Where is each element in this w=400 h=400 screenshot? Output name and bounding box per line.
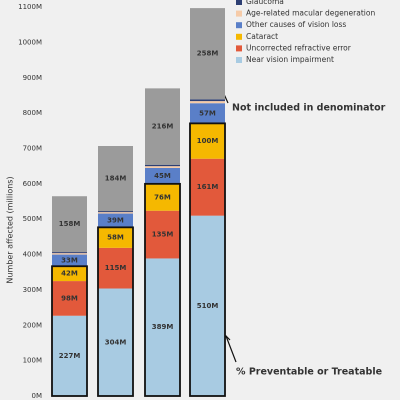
value-label: 58M [107,234,124,242]
value-label: 135M [152,231,174,239]
value-label: 216M [152,123,174,131]
legend-swatch [236,33,242,40]
legend-label: Near vision impairment [246,55,334,64]
annotation-arrow [225,335,237,363]
y-axis-title: Number affected (millions) [6,176,15,283]
bar-segment [98,247,133,289]
bar-segment [98,227,133,248]
y-tick-label: 1100M [18,3,42,11]
value-label: 100M [197,137,219,145]
bar-segment [190,123,225,159]
legend-swatch [236,10,242,17]
y-tick-label: 200M [23,321,42,329]
bar-segment [145,167,180,184]
y-tick-label: 500M [23,215,42,223]
bar-segment [98,146,133,212]
value-label: 161M [197,183,219,191]
bar-segment [52,281,87,316]
bar-segment [98,213,133,228]
value-label: 227M [59,352,81,360]
legend-label: Glaucoma [246,0,284,6]
legend-swatch [236,22,242,29]
value-label: 158M [59,220,81,228]
bar-segment [190,215,225,396]
legend-swatch [236,0,242,5]
bar-segment [145,210,180,259]
value-label: 42M [61,270,78,278]
bar-segment [98,211,133,213]
legend-swatch [236,57,242,63]
legend-label: Other causes of vision loss [246,20,346,29]
denominator-outline [51,265,88,397]
annotation: Not included in denominator [232,103,386,114]
value-label: 76M [154,193,171,201]
y-tick-label: 400M [23,251,42,259]
y-tick-label: 900M [23,74,42,82]
bar-segment [190,103,225,124]
bar-segment [190,101,225,104]
bar-segment [52,196,87,253]
value-label: 184M [105,175,127,183]
legend-swatch [236,45,242,52]
y-tick-label: 0M [32,392,43,400]
y-tick-label: 300M [23,286,42,294]
bar-segment [52,266,87,282]
value-label: 33M [61,256,78,264]
bar-segment [145,166,180,168]
value-label: 304M [105,338,127,346]
bar-segment [190,8,225,100]
value-label: 389M [152,323,174,331]
bar-segment [52,254,87,267]
bar-segment [98,288,133,396]
y-tick-label: 100M [23,357,42,365]
legend-label: Cataract [246,32,278,41]
denominator-outline [144,182,181,397]
value-label: 57M [199,109,216,117]
y-tick-label: 1000M [18,38,42,46]
bar-segment [145,258,180,396]
y-tick-label: 600M [23,180,42,188]
value-label: 39M [107,216,124,224]
bar-segment [145,164,180,167]
value-label: 115M [105,264,127,272]
bar-segment [52,252,87,254]
denominator-outline [97,226,134,397]
legend-label: Uncorrected refractive error [246,43,352,52]
value-label: 258M [197,50,219,58]
bar-segment [52,253,87,255]
bar-segment [190,158,225,216]
y-tick-label: 800M [23,109,42,117]
bar-segment [98,212,133,214]
legend-label: Age-related macular degeneration [246,9,375,18]
bar-segment [52,315,87,396]
bar-segment [145,183,180,211]
value-label: 98M [61,294,78,302]
bar-segment [190,99,225,102]
y-tick-label: 700M [23,144,42,152]
value-label: 510M [197,302,219,310]
denominator-outline [189,122,226,397]
annotation: % Preventable or Treatable [236,367,382,378]
bar-segment [145,88,180,165]
value-label: 45M [154,172,171,180]
